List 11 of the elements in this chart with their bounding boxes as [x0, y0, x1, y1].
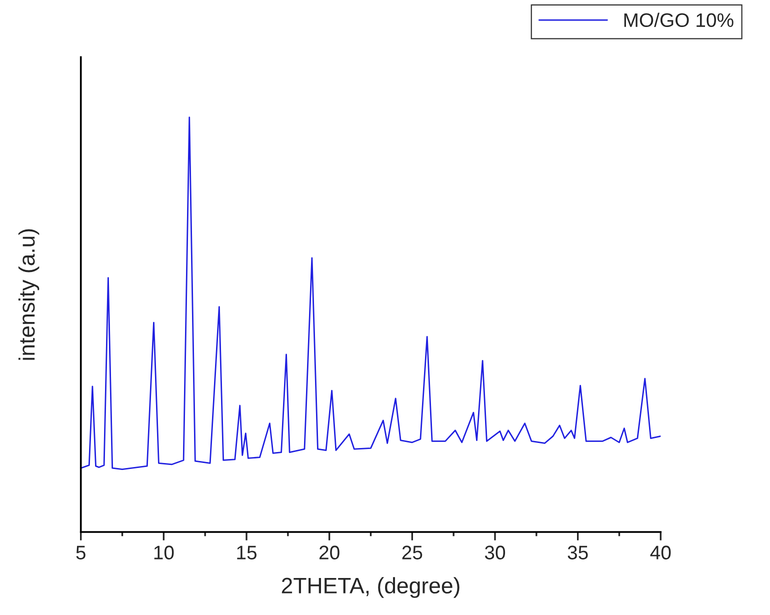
- x-tick-label: 5: [76, 546, 86, 560]
- x-tick-label: 10: [154, 546, 174, 560]
- x-tick-label: 25: [402, 546, 422, 560]
- x-tick-label: 15: [237, 546, 257, 560]
- y-axis-title: intensity (a.u): [18, 229, 40, 360]
- x-axis-title: 2THETA, (degree): [282, 577, 460, 598]
- x-tick-label: 20: [320, 546, 340, 560]
- x-tick-label: 30: [484, 546, 506, 560]
- x-tick-label: 35: [568, 546, 588, 560]
- x-tick-label: 40: [650, 546, 671, 560]
- legend-label: MO/GO 10%: [624, 12, 734, 28]
